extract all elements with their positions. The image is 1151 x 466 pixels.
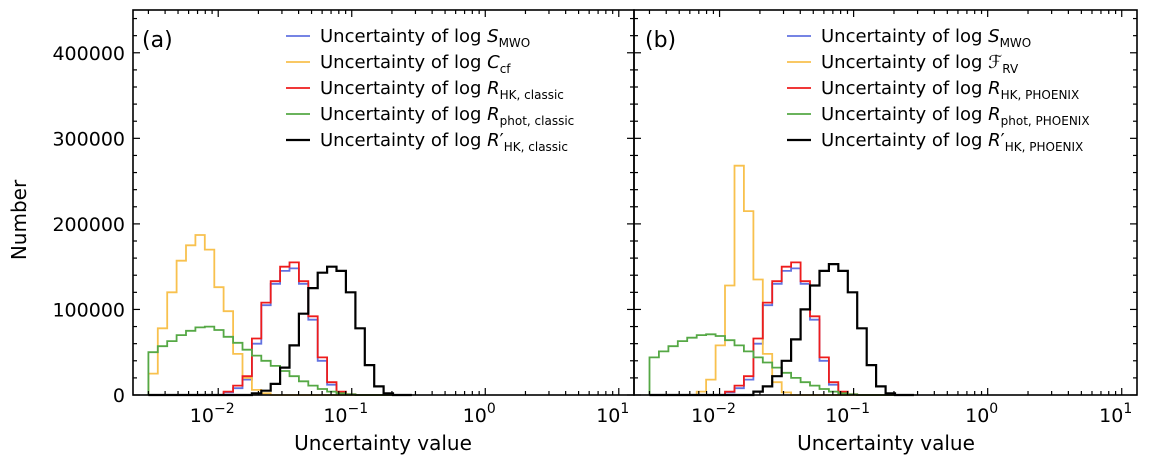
panel-a-legend-label-1: Uncertainty of log SMWO	[320, 26, 530, 50]
panel-a-legend-label-4: Uncertainty of log Rphot, classic	[320, 104, 574, 128]
panel-b-legend-label-1: Uncertainty of log SMWO	[821, 26, 1031, 50]
panel-b-legend-label-2: Uncertainty of log ℱRV	[821, 52, 1019, 76]
panel-b-xtick-label-0: 10−2	[691, 401, 736, 427]
panel-b-xtick-label-3: 101	[1099, 401, 1132, 427]
panel-b-xtick-label-2: 100	[965, 401, 998, 427]
panel-b-legend-label-5: Uncertainty of log R′HK, PHOENIX	[821, 130, 1083, 154]
panel-a-xtick-label-1: 10−1	[323, 401, 368, 427]
panel-a-xtick-label-0: 10−2	[190, 401, 235, 427]
panel-a-ytick-label-0: 0	[113, 385, 125, 407]
y-axis-title: Number	[7, 179, 31, 260]
panel-a-ytick-label-4: 400000	[52, 43, 125, 65]
panel-b-legend-label-4: Uncertainty of log Rphot, PHOENIX	[821, 104, 1090, 128]
panel-a-xtick-label-2: 100	[463, 401, 496, 427]
panel-a-ytick-label-1: 100000	[52, 299, 125, 321]
panel-a-ytick-label-2: 200000	[52, 214, 125, 236]
panel-a-label: (a)	[142, 28, 173, 53]
panel-a-legend-label-5: Uncertainty of log R′HK, classic	[320, 130, 568, 154]
panel-b: 10−2 10−1 100 101 (b) Uncertainty value Unc…	[633, 9, 1138, 455]
panel-a-xtick-label-3: 101	[596, 401, 629, 427]
panel-a-ytick-label-3: 300000	[52, 128, 125, 150]
panel-a-legend-label-3: Uncertainty of log RHK, classic	[320, 78, 564, 102]
panel-b-frame	[633, 9, 1138, 396]
panel-b-x-axis-title: Uncertainty value	[797, 431, 975, 455]
panel-b-legend-label-3: Uncertainty of log RHK, PHOENIX	[821, 78, 1079, 102]
panel-b-label: (b)	[645, 28, 676, 53]
panel-b-xtick-label-1: 10−1	[825, 401, 870, 427]
panel-a-x-axis-title: Uncertainty value	[294, 431, 472, 455]
panel-a-legend-label-2: Uncertainty of log Ccf	[320, 52, 511, 76]
